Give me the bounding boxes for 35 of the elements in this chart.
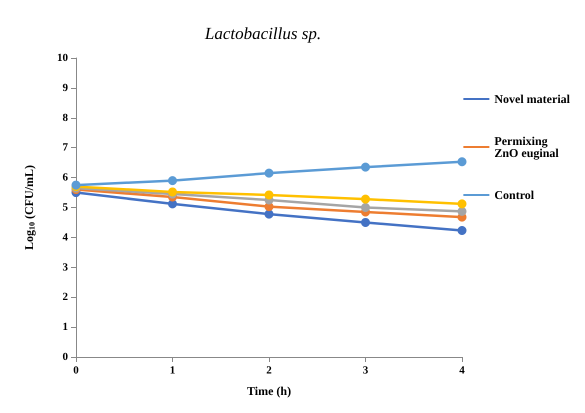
point (168, 187, 177, 196)
point (458, 199, 466, 208)
point (361, 203, 370, 212)
point (361, 194, 370, 204)
point (361, 218, 370, 227)
y-axis-title: Log10 (CFU/mL) (22, 165, 36, 250)
point (264, 168, 274, 178)
y-tick-label: 0 (62, 351, 68, 363)
chart-title: Lactobacillus sp. (204, 24, 322, 43)
legend-label: Control (494, 188, 535, 202)
x-tick-label: 2 (266, 364, 272, 376)
point (264, 190, 274, 200)
y-tick-label: 3 (62, 261, 68, 274)
point (168, 176, 177, 186)
y-tick-label: 4 (62, 231, 68, 244)
point (361, 162, 370, 172)
point (458, 157, 466, 166)
y-tick-label: 1 (62, 321, 68, 334)
x-tick-label: 4 (459, 364, 466, 376)
point (458, 226, 466, 236)
y-tick-label: 8 (62, 112, 68, 124)
legend-label: Novel material (494, 92, 571, 106)
point (458, 206, 466, 216)
y-tick-label: 7 (62, 142, 68, 154)
x-axis-title: Time (h) (246, 384, 292, 398)
x-tick-label: 1 (170, 364, 176, 376)
y-tick-label: 6 (62, 172, 68, 184)
x-tick-label: 3 (362, 364, 369, 376)
legend-label: Permixing ZnO euginal (494, 134, 560, 160)
y-tick-label: 10 (57, 52, 68, 64)
y-tick-label: 9 (62, 82, 68, 94)
y-tick-label: 5 (62, 202, 68, 214)
point (264, 210, 274, 219)
y-tick-label: 2 (62, 291, 68, 304)
x-tick-label: 0 (73, 364, 80, 376)
